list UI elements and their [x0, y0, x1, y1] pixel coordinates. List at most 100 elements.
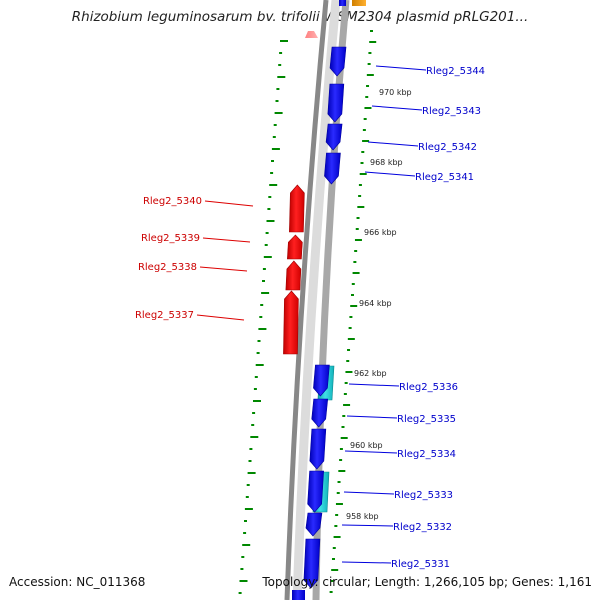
gc-skew-track — [238, 30, 377, 594]
gc-tick-right — [350, 294, 354, 296]
gc-tick-right — [360, 162, 364, 164]
gc-tick-left — [248, 460, 252, 462]
gc-tick-right — [348, 327, 352, 329]
gc-tick-left — [255, 364, 264, 366]
gc-tick-right — [335, 503, 343, 505]
gc-tick-right — [344, 382, 348, 384]
gc-tick-left — [275, 100, 279, 102]
reverse-gene-label: Rleg2_5340 — [143, 196, 202, 207]
forward-gene-leader — [344, 450, 398, 454]
gc-tick-right — [369, 41, 377, 43]
scale-label: 958 kbp — [346, 512, 379, 521]
gc-tick-left — [262, 268, 266, 270]
reverse-gene-leader — [199, 266, 248, 272]
gc-tick-right — [329, 591, 333, 593]
gc-tick-right — [351, 283, 355, 285]
forward-gene-label: Rleg2_5341 — [415, 172, 474, 183]
gc-tick-left — [239, 580, 248, 582]
gc-tick-right — [355, 228, 359, 230]
forward-gene-leader — [371, 105, 423, 111]
gc-tick-right — [353, 261, 357, 263]
gc-tick-right — [340, 437, 348, 439]
gc-tick-right — [334, 525, 338, 527]
gc-tick-right — [339, 448, 343, 450]
gc-tick-right — [335, 514, 339, 516]
reverse-gene-label: Rleg2_5339 — [141, 233, 200, 244]
forward-gene-label: Rleg2_5333 — [394, 490, 453, 501]
forward-gene-label: Rleg2_5342 — [418, 142, 477, 153]
reverse-gene-leader — [202, 237, 251, 243]
forward-gene-label: Rleg2_5335 — [397, 414, 456, 425]
backbone-shadow — [292, 0, 341, 600]
gc-tick-left — [244, 508, 253, 510]
gc-tick-right — [331, 558, 335, 560]
gc-tick-left — [274, 112, 283, 114]
scale-label: 962 kbp — [354, 369, 387, 378]
gc-tick-right — [347, 338, 355, 340]
forward-gene-leader — [341, 524, 394, 527]
forward-gene-arrow-7 — [307, 470, 324, 513]
gc-tick-right — [350, 305, 358, 307]
reverse-gene-arrow-3 — [283, 290, 299, 355]
gc-tick-right — [349, 316, 353, 318]
reverse-gene-label: Rleg2_5338 — [138, 262, 197, 273]
forward-gene-arrow-6 — [309, 428, 327, 470]
backbone-line — [284, 0, 329, 600]
gc-tick-left — [273, 124, 277, 126]
gc-tick-right — [339, 459, 343, 461]
gc-tick-left — [266, 220, 275, 222]
gc-tick-left — [252, 412, 256, 414]
forward-gene-arrow-partial — [292, 590, 305, 600]
gc-tick-right — [345, 371, 353, 373]
forward-gene-label: Rleg2_5334 — [397, 449, 456, 460]
gc-tick-right — [356, 217, 360, 219]
gc-tick-left — [249, 448, 253, 450]
gc-tick-left — [276, 88, 280, 90]
forward-gene-arrow-8 — [305, 512, 323, 537]
gc-tick-right — [366, 74, 374, 76]
forward-gene-leader — [375, 65, 427, 71]
gc-tick-left — [242, 544, 251, 546]
gc-tick-left — [238, 592, 242, 594]
gc-tick-left — [261, 292, 270, 294]
gc-tick-left — [280, 40, 288, 42]
gc-tick-right — [362, 140, 370, 142]
forward-gene-leader — [348, 383, 400, 387]
forward-gene-arrow-3 — [324, 152, 341, 185]
reverse-gene-leader — [196, 314, 245, 321]
gene-layer — [283, 46, 347, 600]
gc-tick-right — [332, 547, 336, 549]
forward-gene-leader — [343, 491, 395, 495]
gc-tick-right — [354, 250, 358, 252]
label-layer: 970 kbp 968 kbp 966 kbp 964 kbp 962 kbp 960 k… — [135, 65, 485, 570]
gc-tick-right — [337, 481, 341, 483]
gc-tick-right — [330, 580, 334, 582]
forward-gene-leader — [364, 171, 416, 177]
forward-gene-label: Rleg2_5332 — [393, 522, 452, 533]
map-title: Rhizobium leguminosarum bv. trifolii WSM… — [71, 9, 529, 25]
gc-tick-left — [251, 424, 255, 426]
forward-gene-arrow-0 — [329, 46, 347, 77]
gc-tick-left — [260, 304, 264, 306]
gc-tick-left — [264, 244, 268, 246]
gc-tick-right — [370, 30, 373, 32]
forward-gene-leader — [367, 141, 419, 147]
forward-gene-label: Rleg2_5336 — [399, 382, 458, 393]
reverse-gene-arrow-1 — [287, 234, 303, 260]
scale-label: 966 kbp — [364, 228, 397, 237]
gc-tick-left — [243, 532, 247, 534]
gc-tick-left — [247, 472, 256, 474]
forward-gene-label: Rleg2_5331 — [391, 559, 450, 570]
gc-tick-right — [358, 195, 362, 197]
gc-tick-right — [366, 85, 370, 87]
gc-tick-right — [368, 52, 372, 54]
gc-tick-left — [272, 136, 276, 138]
scale-label: 960 kbp — [350, 441, 383, 450]
forward-gene-leader — [346, 415, 398, 419]
forward-gene-arrow-9 — [303, 538, 321, 589]
gc-tick-right — [362, 129, 366, 131]
forward-gene-leader — [341, 561, 392, 564]
reverse-gene-arrow-0 — [289, 184, 305, 233]
forward-gene-label: Rleg2_5343 — [422, 106, 481, 117]
